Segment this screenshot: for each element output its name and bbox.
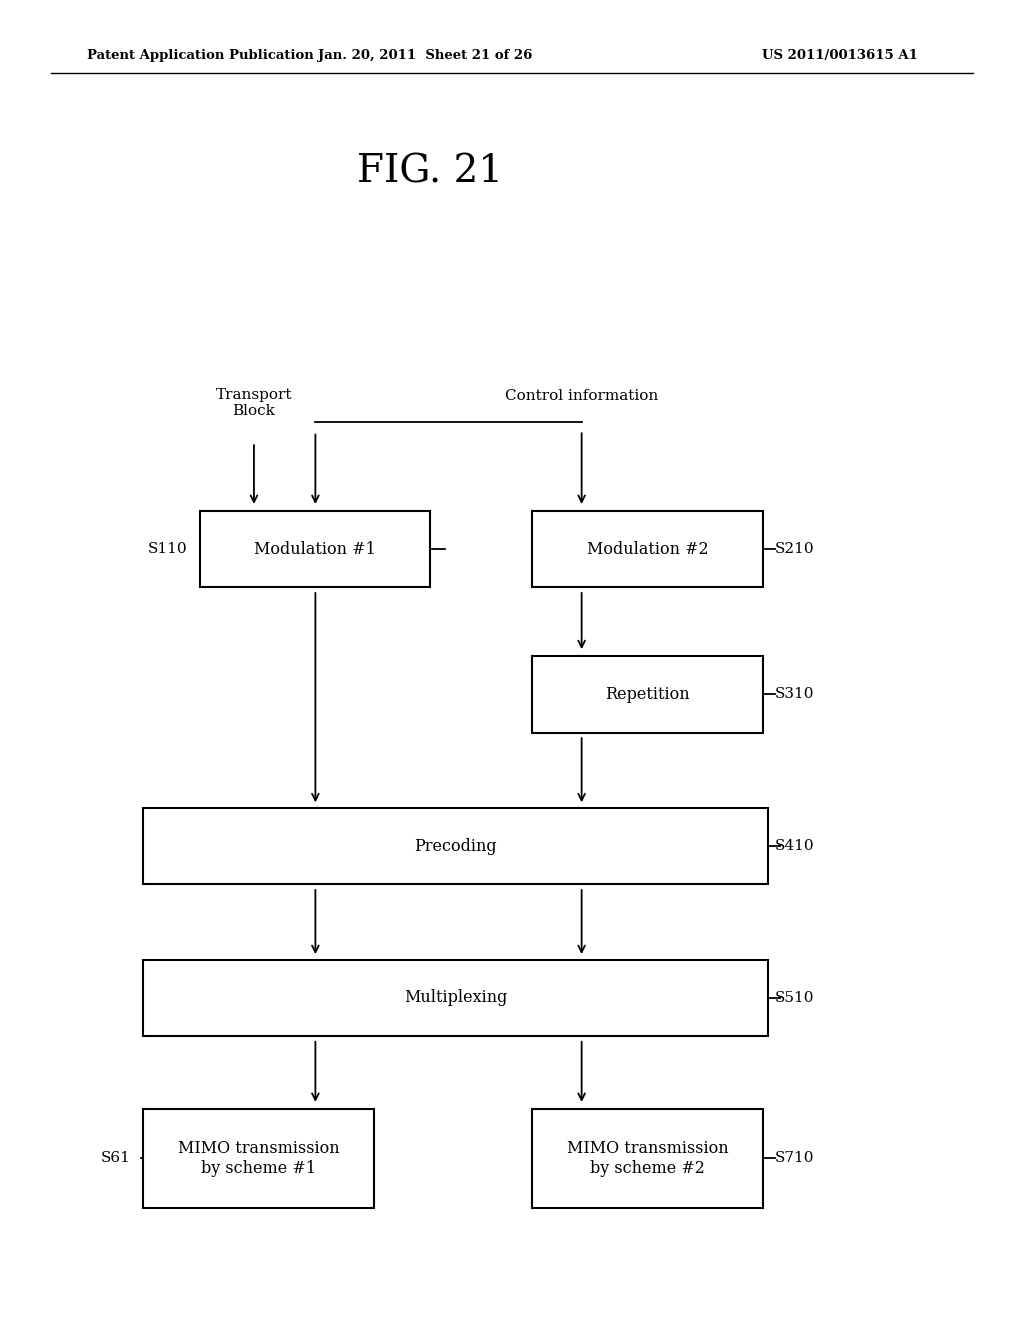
Bar <box>143 808 768 884</box>
Text: S510: S510 <box>775 991 815 1005</box>
Bar <box>200 511 430 587</box>
Text: S310: S310 <box>775 688 815 701</box>
Text: Repetition: Repetition <box>605 686 690 702</box>
Text: MIMO transmission
by scheme #2: MIMO transmission by scheme #2 <box>567 1140 728 1176</box>
Text: S210: S210 <box>775 543 815 556</box>
Text: S710: S710 <box>775 1151 815 1166</box>
Bar <box>532 511 763 587</box>
Text: Jan. 20, 2011  Sheet 21 of 26: Jan. 20, 2011 Sheet 21 of 26 <box>317 49 532 62</box>
Text: Patent Application Publication: Patent Application Publication <box>87 49 313 62</box>
Text: Precoding: Precoding <box>415 838 497 854</box>
Text: S410: S410 <box>775 840 815 853</box>
Bar <box>532 1109 763 1208</box>
Text: US 2011/0013615 A1: US 2011/0013615 A1 <box>762 49 918 62</box>
Text: MIMO transmission
by scheme #1: MIMO transmission by scheme #1 <box>178 1140 339 1176</box>
Text: Transport
Block: Transport Block <box>216 388 292 417</box>
Text: Modulation #2: Modulation #2 <box>587 541 709 557</box>
Text: S61: S61 <box>101 1151 131 1166</box>
Text: Control information: Control information <box>505 389 658 403</box>
Text: S110: S110 <box>147 543 187 556</box>
Bar <box>143 1109 374 1208</box>
Text: Modulation #1: Modulation #1 <box>254 541 376 557</box>
Bar <box>143 960 768 1036</box>
Text: FIG. 21: FIG. 21 <box>357 153 503 190</box>
Bar <box>532 656 763 733</box>
Text: Multiplexing: Multiplexing <box>404 990 507 1006</box>
